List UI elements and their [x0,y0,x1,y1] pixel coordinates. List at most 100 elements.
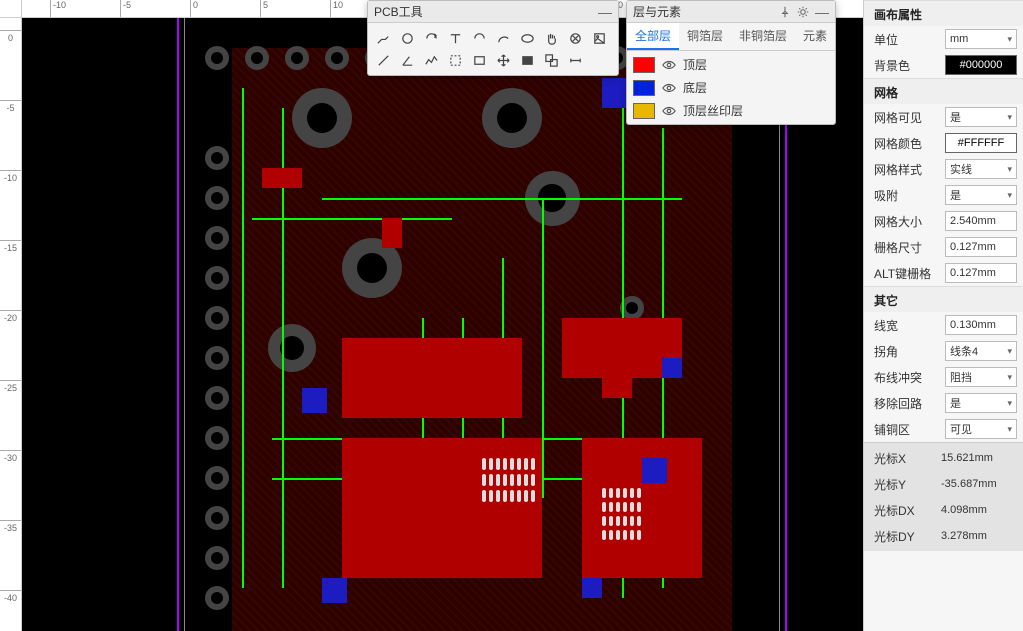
layer-swatch [633,57,655,73]
arc-cw-icon[interactable] [420,27,442,49]
pcb-ic-pad [616,530,620,540]
layer-name: 顶层 [683,56,707,73]
ruler-left: 0-5-10-15-20-25-30-35-40 [0,18,22,631]
property-swatch[interactable]: #000000 [945,55,1017,75]
property-label: 拐角 [874,343,898,360]
pcb-trace-g [242,88,244,588]
pcb-pad [211,592,223,604]
property-label: 栅格尺寸 [874,239,922,256]
layer-row[interactable]: 底层 [627,76,835,99]
property-select[interactable]: mm [945,29,1017,49]
hand-icon[interactable] [540,27,562,49]
pcb-pad [211,192,223,204]
pcb-smd [342,338,522,418]
pcb-ic-pad [609,488,613,498]
pcb-pad [331,52,343,64]
property-select[interactable]: 实线 [945,159,1017,179]
eye-icon[interactable] [661,57,677,73]
layer-tab[interactable]: 全部层 [627,23,679,50]
gear-icon[interactable] [797,6,809,18]
pcb-pad [211,352,223,364]
ruler-tick: -35 [0,520,21,533]
pcb-ic-pad [482,474,486,486]
pcb-pad [211,472,223,484]
pcb-pad [211,152,223,164]
rect-icon[interactable] [468,49,490,71]
dimension-icon[interactable] [564,49,586,71]
pcb-ic-pad [637,488,641,498]
measure-icon[interactable] [564,27,586,49]
property-row: 网格样式实线 [864,156,1023,182]
arc2-icon[interactable] [492,27,514,49]
pcb-smd [662,518,692,548]
pcb-smd [262,168,302,188]
rect-fill-icon[interactable] [516,49,538,71]
property-select[interactable]: 是 [945,393,1017,413]
text-icon[interactable] [444,27,466,49]
pcb-tools-panel[interactable]: PCB工具 — [367,0,619,76]
property-swatch[interactable]: #FFFFFF [945,133,1017,153]
minimize-icon[interactable]: — [815,5,829,19]
panel-titlebar[interactable]: 层与元素 — [627,1,835,23]
line-icon[interactable] [372,49,394,71]
property-label: 线宽 [874,317,898,334]
rect-select-icon[interactable] [444,49,466,71]
layer-tab[interactable]: 铜箔层 [679,23,731,50]
pcb-pad [211,232,223,244]
pcb-ic-pad [524,474,528,486]
pcb-ic-pad [531,490,535,502]
panel-titlebar[interactable]: PCB工具 — [368,1,618,23]
property-select[interactable]: 是 [945,107,1017,127]
pcb-ic-pad [630,530,634,540]
property-input[interactable]: 2.540mm [945,211,1017,231]
circle-icon[interactable] [396,27,418,49]
property-select[interactable]: 是 [945,185,1017,205]
property-select[interactable]: 线条4 [945,341,1017,361]
pcb-ic-pad [623,502,627,512]
status-label: 光标DY [874,528,915,545]
eye-icon[interactable] [661,80,677,96]
property-label: 网格颜色 [874,135,922,152]
minimize-icon[interactable]: — [598,5,612,19]
status-row: 光标Y-35.687mm [864,471,1023,497]
group-icon[interactable] [540,49,562,71]
status-value: 15.621mm [937,448,1017,468]
status-value: -35.687mm [937,474,1017,494]
property-row: 线宽 0.130mm [864,312,1023,338]
pcb-ic-pad [503,490,507,502]
layer-tab[interactable]: 非铜箔层 [731,23,795,50]
pcb-ic-pad [630,502,634,512]
eye-icon[interactable] [661,103,677,119]
route-icon[interactable] [372,27,394,49]
pcb-ic-pad [482,458,486,470]
layer-row[interactable]: 顶层丝印层 [627,99,835,122]
pcb-ic-pad [524,458,528,470]
property-select[interactable]: 阻挡 [945,367,1017,387]
property-label: 铺铜区 [874,421,910,438]
property-input[interactable]: 0.127mm [945,237,1017,257]
polyline-icon[interactable] [420,49,442,71]
pcb-ic-pad [496,458,500,470]
layers-panel[interactable]: 层与元素 — 全部层铜箔层非铜箔层元素 顶层底层顶层丝印层 [626,0,836,125]
ellipse-icon[interactable] [516,27,538,49]
canvas-area[interactable]: -10-5051015202530354045 0-5-10-15-20-25-… [0,0,863,631]
arc-ccw-icon[interactable] [468,27,490,49]
pcb-ic-pad [616,488,620,498]
property-input[interactable]: 0.127mm [945,263,1017,283]
pcb-pad [211,552,223,564]
property-input[interactable]: 0.130mm [945,315,1017,335]
pcb-pad [291,52,303,64]
pcb-trace-g [252,218,452,220]
pcb-ic-pad [637,502,641,512]
angle-icon[interactable] [396,49,418,71]
image-icon[interactable] [588,27,610,49]
property-row: 网格大小2.540mm [864,208,1023,234]
move-icon[interactable] [492,49,514,71]
ruler-tick: -5 [0,100,21,113]
pin-icon[interactable] [779,6,791,18]
section-title: 其它 [864,286,1023,312]
layer-tab[interactable]: 元素 [795,23,835,50]
property-select[interactable]: 可见 [945,419,1017,439]
layer-row[interactable]: 顶层 [627,53,835,76]
pcb-smd [382,218,402,248]
